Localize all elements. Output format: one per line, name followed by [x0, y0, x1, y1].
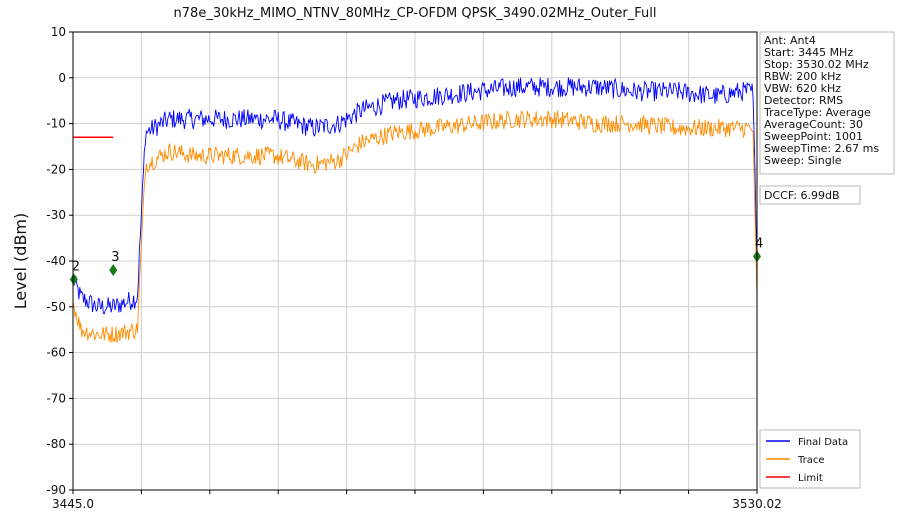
marker-label-2: 2 [72, 259, 80, 274]
y-tick-label: -70 [46, 391, 66, 405]
info-ant: Ant: Ant4 [764, 34, 816, 47]
info-start: Start: 3445 MHz [764, 46, 853, 59]
x-axis-ticks: 3445.0 3530.02 [52, 490, 782, 511]
y-tick-label: 10 [51, 25, 66, 39]
legend: Final Data Trace Limit [759, 429, 861, 489]
series-line-final-data [72, 77, 758, 315]
info-vbw: VBW: 620 kHz [764, 82, 841, 95]
y-tick-label: -30 [46, 208, 66, 222]
y-tick-label: -40 [46, 254, 66, 268]
info-detector: Detector: RMS [764, 94, 843, 107]
legend-label-final-data: Final Data [798, 437, 848, 448]
y-tick-label: -20 [46, 162, 66, 176]
marker-label-4: 4 [755, 236, 763, 251]
dccf-value: DCCF: 6.99dB [764, 189, 840, 202]
marker-2 [69, 273, 78, 286]
markers: 2 3 4 [69, 236, 763, 286]
info-sweep: Sweep: Single [764, 154, 842, 167]
series-lines [72, 77, 758, 343]
series-line-trace [72, 109, 758, 343]
chart-title: n78e_30kHz_MIMO_NTNV_80MHz_CP-OFDM QPSK_… [174, 6, 657, 21]
plot-frame [72, 31, 758, 491]
info-averagecount: AverageCount: 30 [764, 118, 863, 131]
y-tick-label: -80 [46, 437, 66, 451]
y-axis-ticks: 10 0 -10 -20 -30 -40 -50 -60 -70 -80 -90 [46, 25, 73, 497]
y-tick-label: 0 [58, 71, 66, 85]
y-tick-label: -10 [46, 117, 66, 131]
legend-label-limit: Limit [798, 473, 823, 484]
dccf-box: DCCF: 6.99dB [759, 185, 861, 205]
y-tick-label: -60 [46, 346, 66, 360]
legend-label-trace: Trace [797, 455, 825, 466]
marker-label-3: 3 [111, 250, 119, 265]
marker-3 [109, 264, 118, 277]
x-tick-label: 3445.0 [52, 497, 94, 511]
info-rbw: RBW: 200 kHz [764, 70, 841, 83]
y-tick-label: -90 [46, 483, 66, 497]
info-sweeptime: SweepTime: 2.67 ms [764, 142, 879, 155]
info-stop: Stop: 3530.02 MHz [764, 58, 869, 71]
x-tick-label: 3530.02 [732, 497, 782, 511]
info-tracetype: TraceType: Average [763, 106, 871, 119]
y-axis-label: Level (dBm) [11, 213, 30, 310]
info-sweeppoint: SweepPoint: 1001 [764, 130, 863, 143]
info-box: Ant: Ant4 Start: 3445 MHz Stop: 3530.02 … [759, 31, 895, 175]
y-tick-label: -50 [46, 300, 66, 314]
